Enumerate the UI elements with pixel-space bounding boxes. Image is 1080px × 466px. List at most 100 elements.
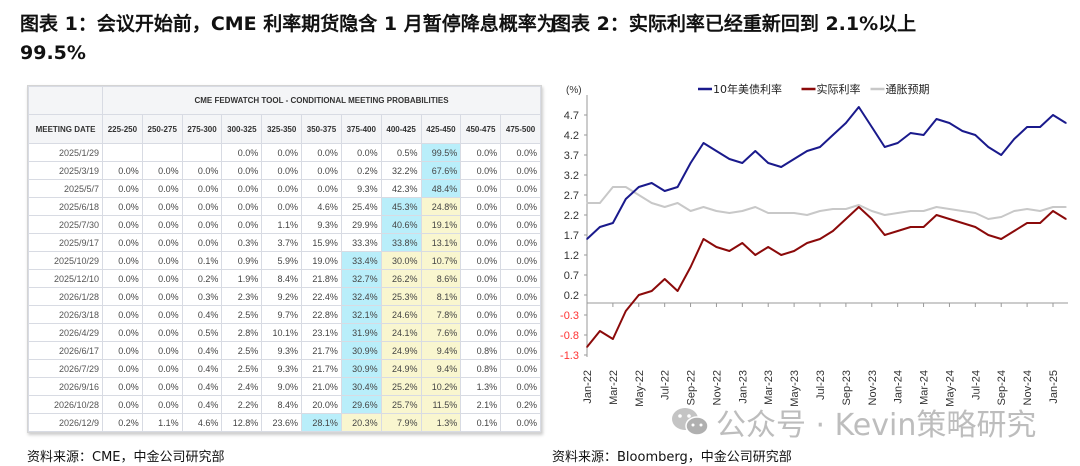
data-point xyxy=(1065,122,1067,124)
data-point xyxy=(599,330,601,332)
fedwatch-table-panel: CME FEDWATCH TOOL - CONDITIONAL MEETING … xyxy=(27,85,542,433)
data-point xyxy=(741,210,744,212)
probability-cell: 7.9% xyxy=(380,413,422,432)
data-point xyxy=(845,218,847,220)
x-tick-label: Nov-24 xyxy=(1022,370,1034,405)
data-point xyxy=(806,214,808,216)
data-point xyxy=(832,208,834,210)
data-point xyxy=(870,218,873,220)
x-tick-label: May-22 xyxy=(634,370,646,407)
column-header-meeting-date: MEETING DATE xyxy=(28,114,103,144)
fedwatch-probability-table: CME FEDWATCH TOOL - CONDITIONAL MEETING … xyxy=(28,86,541,432)
probability-cell: 45.3% xyxy=(380,197,422,216)
x-tick-label: Jul-22 xyxy=(660,370,672,400)
data-point xyxy=(922,226,925,228)
probability-cell: 26.2% xyxy=(380,269,422,288)
x-tick-label: Jan-25 xyxy=(1048,370,1060,404)
y-tick-label: 2.2 xyxy=(564,210,579,222)
series-line-0 xyxy=(586,106,1067,240)
column-header-range: 375-400 xyxy=(340,114,382,144)
data-point xyxy=(625,310,627,312)
data-point xyxy=(896,230,899,232)
data-point xyxy=(883,146,886,148)
data-point xyxy=(741,162,744,164)
column-header-range: 425-450 xyxy=(420,114,462,144)
data-point xyxy=(586,346,588,348)
data-point xyxy=(845,208,847,210)
table-row: 2025/5/7 0.0% 0.0% 0.0% 0.0% 0.0% 0.0% 9.3% 42.3… xyxy=(28,179,541,198)
probability-cell: 8.6% xyxy=(420,269,462,288)
series-line-2 xyxy=(587,186,1066,220)
probability-cell: 31.9% xyxy=(340,323,382,342)
data-point xyxy=(987,146,990,148)
probability-cell: 0.0% xyxy=(500,413,541,432)
x-tick-label: Mar-23 xyxy=(763,370,775,405)
table-header-row: MEETING DATE 225-250 250-275 275-300 300-325… xyxy=(28,114,541,144)
data-point xyxy=(650,290,653,292)
data-point xyxy=(586,238,588,240)
y-tick-label: -0.8 xyxy=(560,330,579,342)
column-header-range: 300-325 xyxy=(221,114,263,144)
data-point xyxy=(793,212,795,214)
legend-label-0: 10年美债利率 xyxy=(713,82,782,96)
probability-cell: 24.6% xyxy=(380,305,422,324)
table-corner xyxy=(28,86,103,115)
y-tick-label: 1.7 xyxy=(564,230,579,242)
data-point xyxy=(870,210,873,212)
y-tick-label: 1.2 xyxy=(564,250,579,262)
data-point xyxy=(754,206,757,208)
probability-cell: 0.2% xyxy=(500,395,541,414)
data-point xyxy=(1000,154,1003,156)
series-line-1 xyxy=(586,206,1067,348)
data-point xyxy=(767,246,770,248)
y-tick-label: 4.7 xyxy=(564,110,579,122)
data-point xyxy=(961,130,964,132)
y-tick-label: -1.3 xyxy=(560,350,579,362)
probability-cell: 9.4% xyxy=(420,341,462,360)
y-tick-label: 3.2 xyxy=(564,170,579,182)
probability-cell: 24.9% xyxy=(380,341,422,360)
x-tick-label: Mar-24 xyxy=(919,370,931,405)
probability-cell: 28.1% xyxy=(301,413,342,432)
data-point xyxy=(612,222,614,224)
data-point xyxy=(793,158,795,160)
table-row: 2025/1/29 0.0% 0.0% 0.0% 0.0% 0.5% 99.5% 0.0% 0.… xyxy=(28,143,541,162)
data-point xyxy=(767,212,770,214)
probability-cell: 11.5% xyxy=(420,395,462,414)
left-figure-title: 图表 1：会议开始前，CME 利率期货隐含 1 月暂停降息概率为 99.5% xyxy=(20,13,556,64)
column-header-range: 225-250 xyxy=(102,114,143,144)
data-point xyxy=(935,118,938,120)
table-row: 2026/12/9 0.2% 1.1% 4.6% 12.8% 23.6% 28.1% 20.3… xyxy=(28,413,541,432)
data-point xyxy=(715,150,718,152)
y-tick-label: 3.7 xyxy=(564,150,579,162)
probability-cell: 9.4% xyxy=(420,359,462,378)
data-point xyxy=(1000,238,1003,240)
data-point xyxy=(987,218,990,220)
data-point xyxy=(715,210,718,212)
data-point xyxy=(625,198,627,200)
x-tick-label: May-23 xyxy=(789,370,801,407)
probability-cell: 32.7% xyxy=(340,269,382,288)
meeting-date-cell: 2026/9/16 xyxy=(28,377,103,396)
data-point xyxy=(663,190,666,192)
x-tick-label: Sep-24 xyxy=(996,370,1008,405)
y-tick-label: 0.7 xyxy=(564,270,579,282)
y-tick-label: 4.2 xyxy=(564,130,579,142)
data-point xyxy=(702,206,705,208)
probability-cell: 19.1% xyxy=(420,215,462,234)
y-tick-label: 0.2 xyxy=(564,290,579,302)
data-point xyxy=(1039,222,1041,224)
data-point xyxy=(819,210,821,212)
probability-cell: 23.6% xyxy=(261,413,303,432)
data-point xyxy=(948,208,951,210)
data-point xyxy=(754,150,757,152)
table-row: 2026/3/18 0.0% 0.0% 0.4% 2.5% 9.7% 22.8% 32.1% 2… xyxy=(28,305,541,324)
data-point xyxy=(1000,216,1003,218)
data-point xyxy=(922,210,925,212)
data-point xyxy=(961,210,964,212)
probability-cell: 24.9% xyxy=(380,359,422,378)
data-point xyxy=(858,206,860,208)
data-point xyxy=(819,146,821,148)
data-point xyxy=(741,242,744,244)
